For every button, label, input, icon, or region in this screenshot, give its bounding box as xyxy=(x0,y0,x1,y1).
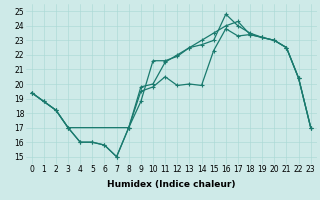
X-axis label: Humidex (Indice chaleur): Humidex (Indice chaleur) xyxy=(107,180,236,189)
